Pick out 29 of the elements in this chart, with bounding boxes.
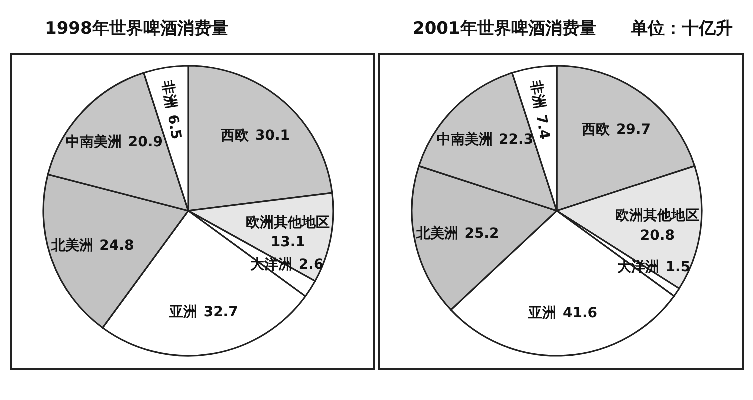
text: 单位：十亿升 [631,18,733,40]
slice-label: 北美洲 [415,225,458,242]
slice-label: 北美洲 [50,237,94,254]
data-label: 6.5 [164,114,184,141]
slice-label: 非洲 [527,78,548,110]
slice-label: 欧洲其他地区 [616,208,700,224]
data-label: 2.6 [298,257,324,274]
slice-label: 中南美洲 [66,133,122,150]
data-label: 24.8 [100,238,134,254]
data-label: 20.9 [128,134,163,150]
data-label: 32.7 [204,304,238,320]
slice-label: 亚洲 [168,304,198,320]
slice-label: 西欧 [581,122,612,138]
data-label: 1.5 [666,260,691,276]
data-label: 20.8 [640,228,675,244]
chart-title: 2001年世界啤酒消费量 [413,18,596,40]
data-label: 30.1 [255,128,290,144]
data-label: 13.1 [270,234,306,250]
slice-label: 亚洲 [528,305,557,322]
data-label: 29.7 [616,122,651,138]
slice-label: 中南美洲 [436,131,493,148]
slice-label: 西欧 [220,128,250,144]
data-label: 41.6 [563,305,598,322]
slice-label: 非洲 [158,78,180,110]
slice-label: 欧洲其他地区 [246,214,330,231]
chart-title: 1998年世界啤酒消费量 [45,18,228,40]
data-label: 7.4 [532,114,553,141]
data-label: 22.3 [499,132,534,148]
data-label: 25.2 [464,226,500,242]
